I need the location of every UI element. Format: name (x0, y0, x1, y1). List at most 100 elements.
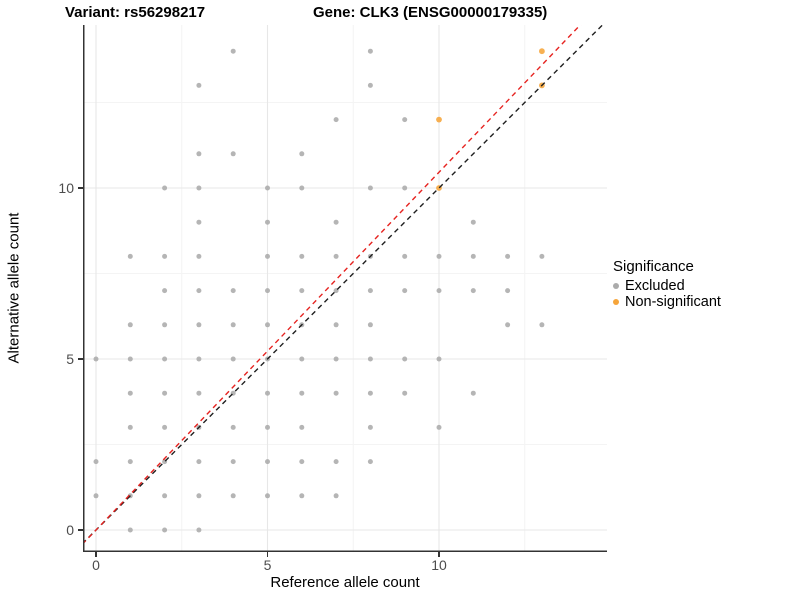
data-point-excluded (196, 82, 202, 88)
data-point-excluded (162, 253, 168, 259)
data-point-excluded (265, 288, 270, 294)
data-point-excluded (127, 424, 133, 430)
data-point-excluded (265, 390, 270, 396)
data-point-excluded (367, 459, 373, 465)
data-point-excluded (299, 459, 305, 465)
data-point-excluded (230, 151, 236, 157)
data-point-excluded (505, 253, 511, 259)
plot-panel (83, 25, 607, 552)
data-point-excluded (230, 48, 236, 54)
y-tick-mark (78, 187, 83, 189)
data-point-excluded (196, 322, 202, 328)
non-significant-dot-icon (613, 299, 619, 305)
data-point-excluded (505, 322, 511, 328)
data-point-excluded (196, 459, 202, 465)
data-point-excluded (265, 459, 270, 465)
legend: Significance Excluded Non-significant (613, 258, 721, 310)
data-point-non-significant (436, 116, 442, 123)
data-point-excluded (333, 322, 339, 328)
y-tick-mark (78, 529, 83, 531)
data-point-excluded (230, 424, 236, 430)
data-point-excluded (299, 493, 305, 499)
x-tick-mark (266, 552, 269, 557)
data-point-excluded (402, 288, 408, 294)
data-point-excluded (93, 493, 99, 499)
legend-title: Significance (613, 258, 694, 275)
data-point-excluded (333, 219, 339, 225)
data-point-excluded (230, 288, 236, 294)
data-point-excluded (230, 322, 236, 328)
data-point-excluded (162, 185, 168, 191)
y-tick-label: 0 (66, 522, 74, 538)
data-point-excluded (299, 185, 305, 191)
data-point-excluded (196, 356, 202, 362)
data-point-excluded (470, 288, 476, 294)
data-point-excluded (93, 356, 99, 362)
legend-item-non-significant: Non-significant (613, 294, 721, 310)
data-point-excluded (367, 82, 373, 88)
data-point-excluded (265, 322, 270, 328)
data-point-excluded (436, 424, 442, 430)
data-point-excluded (367, 185, 373, 191)
fit-line (83, 25, 582, 545)
data-point-excluded (367, 48, 373, 54)
data-point-excluded (402, 356, 408, 362)
data-point-excluded (299, 356, 305, 362)
data-point-excluded (333, 493, 339, 499)
data-point-excluded (162, 356, 168, 362)
data-point-excluded (162, 527, 168, 533)
legend-item-label: Non-significant (625, 294, 721, 310)
legend-item-label: Excluded (625, 278, 685, 294)
data-point-excluded (265, 424, 270, 430)
x-tick-mark (95, 552, 97, 557)
data-point-excluded (402, 117, 408, 123)
data-point-excluded (127, 322, 133, 328)
data-point-excluded (230, 493, 236, 499)
data-point-excluded (265, 219, 270, 225)
y-tick-mark (78, 358, 83, 360)
data-point-excluded (333, 117, 339, 123)
y-tick-label: 5 (66, 351, 74, 367)
data-point-excluded (333, 459, 339, 465)
data-point-excluded (265, 493, 270, 499)
data-point-excluded (265, 253, 270, 259)
data-point-excluded (265, 185, 270, 191)
data-point-excluded (436, 288, 442, 294)
data-point-excluded (436, 253, 442, 259)
data-point-excluded (127, 527, 133, 533)
data-point-excluded (333, 390, 339, 396)
x-tick-label: 5 (263, 557, 272, 573)
data-point-excluded (505, 288, 511, 294)
data-point-excluded (367, 424, 373, 430)
identity-line (83, 25, 604, 544)
data-point-excluded (539, 322, 545, 328)
data-point-excluded (299, 390, 305, 396)
data-point-non-significant (539, 48, 545, 55)
x-axis-label: Reference allele count (270, 574, 420, 591)
data-point-excluded (196, 219, 202, 225)
data-point-excluded (196, 185, 202, 191)
data-point-excluded (367, 390, 373, 396)
data-point-excluded (470, 219, 476, 225)
legend-item-excluded: Excluded (613, 278, 721, 294)
data-point-excluded (127, 356, 133, 362)
plot-title-gene: Gene: CLK3 (ENSG00000179335) (313, 4, 548, 21)
data-point-excluded (93, 459, 99, 465)
data-point-excluded (299, 424, 305, 430)
data-point-excluded (196, 288, 202, 294)
data-point-excluded (162, 493, 168, 499)
data-point-excluded (196, 151, 202, 157)
data-point-excluded (299, 253, 305, 259)
plot-title-variant: Variant: rs56298217 (65, 4, 206, 21)
data-point-excluded (196, 253, 202, 259)
data-point-excluded (402, 185, 408, 191)
excluded-dot-icon (613, 283, 619, 289)
data-point-excluded (162, 390, 168, 396)
data-point-excluded (299, 151, 305, 157)
data-point-excluded (402, 253, 408, 259)
y-axis-label: Alternative allele count (5, 212, 23, 364)
x-tick-label: 10 (431, 557, 447, 573)
data-point-excluded (436, 356, 442, 362)
data-point-excluded (367, 356, 373, 362)
